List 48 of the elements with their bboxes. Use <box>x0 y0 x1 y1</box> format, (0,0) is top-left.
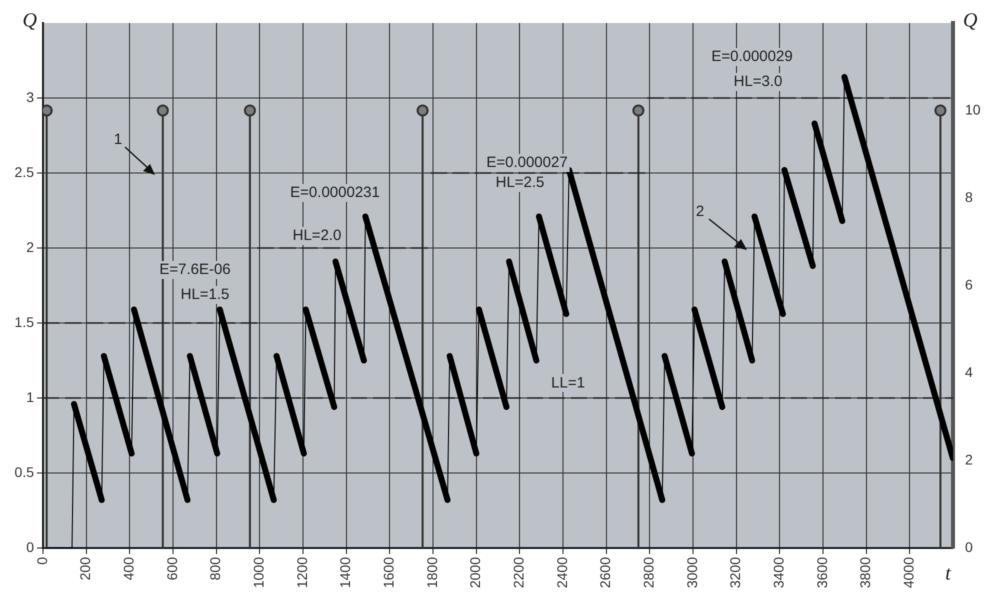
x-tick-label: 2400 <box>554 556 570 588</box>
annotation: E=0.000029 <box>711 48 793 66</box>
annotation: E=0.0000231 <box>290 184 380 202</box>
x-tick-label: 800 <box>207 556 224 580</box>
y2-tick-label: 4 <box>965 364 973 380</box>
x-tick-label: 2800 <box>640 556 657 588</box>
x-tick-label: 3000 <box>684 556 700 588</box>
x-tick-label: 1800 <box>424 556 440 588</box>
annotation: HL=1.5 <box>180 286 230 304</box>
x-tick-label: 3200 <box>727 556 744 588</box>
y2-tick-label: 0 <box>965 538 973 555</box>
x-tick-label: 1400 <box>337 556 354 588</box>
y2-tick-label: 6 <box>965 276 973 292</box>
x-tick-label: 3800 <box>857 556 874 588</box>
annotation: 1 <box>114 131 122 148</box>
x-tick-label: 2200 <box>510 556 527 588</box>
x-tick-label: 2600 <box>597 556 614 588</box>
annotation: HL=3.0 <box>734 73 782 90</box>
annotation: 2 <box>696 203 704 220</box>
x-tick-label: 0 <box>34 556 50 565</box>
y2-tick-label: 2 <box>965 451 973 468</box>
x-tick-label: 3400 <box>770 556 787 588</box>
x-tick-label: 600 <box>164 556 180 580</box>
y-axis-title: Q <box>22 9 38 32</box>
x-tick-label: 200 <box>77 556 94 580</box>
x-tick-label: 3600 <box>814 556 830 588</box>
y2-axis-title: Q <box>963 9 978 32</box>
y-tick-label: 3 <box>26 88 34 105</box>
annotation: E=7.6E-06 <box>159 261 231 278</box>
x-tick-label: 1600 <box>380 556 397 588</box>
x-tick-label: 4000 <box>900 556 917 588</box>
y-tick-label: 1.5 <box>14 314 34 330</box>
y-tick-label: 2 <box>26 238 34 255</box>
ref-line-label: LL=1 <box>551 374 585 392</box>
x-tick-label: 400 <box>120 556 137 580</box>
y-tick-label: 0.5 <box>14 464 34 480</box>
x-tick-label: 1200 <box>294 556 310 588</box>
annotation: HL=2.5 <box>496 174 544 192</box>
y-tick-label: 1 <box>26 388 34 405</box>
x-axis-title: t <box>945 562 952 584</box>
annotation: HL=2.0 <box>292 227 342 244</box>
y-tick-label: 2.5 <box>14 164 34 180</box>
y-tick-label: 0 <box>26 538 34 555</box>
annotation: E=0.000027 <box>486 154 568 172</box>
x-tick-label: 1000 <box>250 556 267 588</box>
x-tick-label: 2000 <box>467 556 484 588</box>
y2-tick-label: 8 <box>965 188 973 205</box>
y2-tick-label: 10 <box>965 101 981 118</box>
